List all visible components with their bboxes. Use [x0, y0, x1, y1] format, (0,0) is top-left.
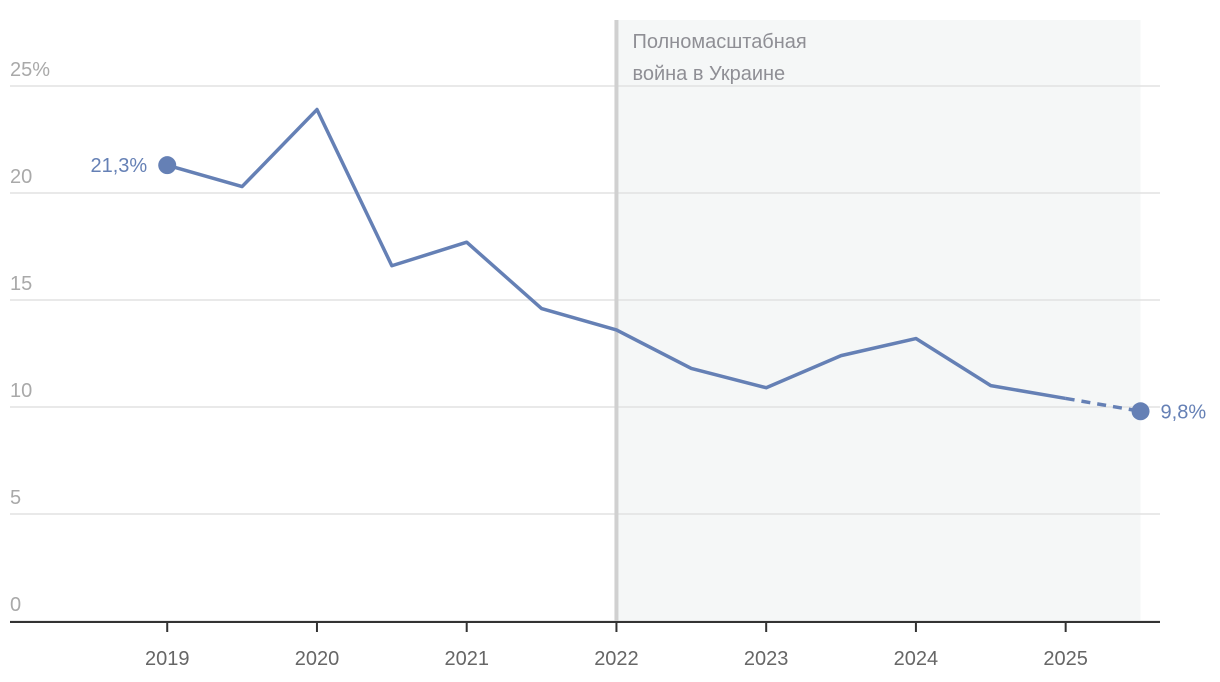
x-tick-label: 2019 [145, 648, 190, 670]
value-label: 21,3% [91, 155, 148, 177]
annotation: Полномасштабная [632, 31, 806, 53]
y-tick-label: 5 [10, 487, 21, 509]
y-tick-label: 25% [10, 59, 50, 81]
point [158, 156, 177, 175]
x-tick-label: 2020 [295, 648, 340, 670]
x-tick-label: 2025 [1043, 648, 1088, 670]
x-tick-label: 2024 [894, 648, 939, 670]
x-tick-label: 2021 [444, 648, 489, 670]
value-label: 9,8% [1161, 401, 1207, 423]
y-tick-label: 0 [10, 594, 21, 616]
forecast-line [1065, 396, 1141, 414]
y-tick-label: 20 [10, 166, 32, 188]
x-tick-label: 2022 [594, 648, 639, 670]
x-tick-label: 2023 [744, 648, 789, 670]
y-tick-label: 10 [10, 380, 32, 402]
line [166, 107, 1066, 401]
y-tick-label: 15 [10, 273, 32, 295]
annotation: война в Украине [632, 63, 785, 85]
war-period-shade [616, 20, 1141, 621]
point [1131, 402, 1150, 421]
